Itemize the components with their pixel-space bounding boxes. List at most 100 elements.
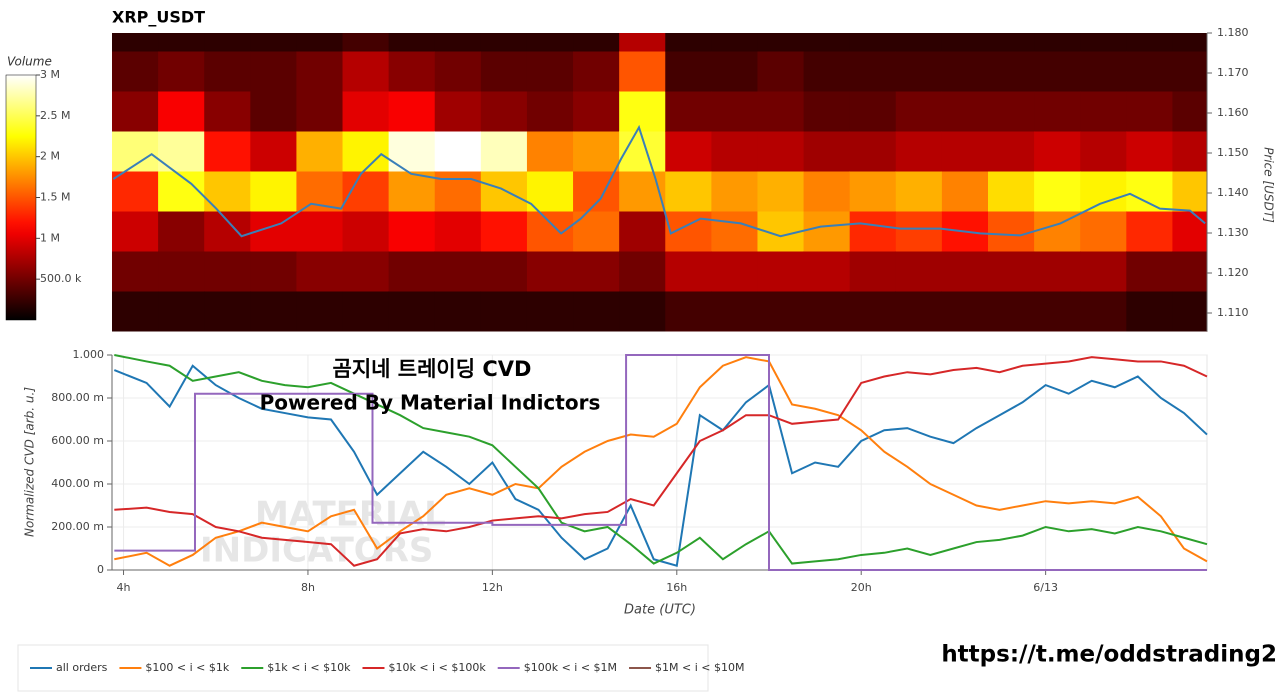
heatmap-cell	[895, 171, 943, 212]
heatmap-cell	[526, 33, 574, 52]
heatmap-cell	[757, 51, 805, 92]
heatmap-cell	[849, 131, 897, 172]
heatmap-cell	[388, 171, 436, 212]
y-tick-label: 1.110	[1217, 306, 1249, 319]
series-line	[114, 356, 1208, 567]
heatmap-cell	[895, 33, 943, 52]
annotation: Powered By Material Indictors	[260, 391, 601, 415]
heatmap-cell	[112, 171, 159, 212]
watermark: INDICATORS	[200, 531, 433, 571]
heatmap-cell	[296, 251, 344, 292]
heatmap-cell	[1172, 51, 1208, 92]
heatmap-cell	[619, 91, 666, 132]
colorbar-title: Volume	[7, 55, 52, 69]
colorbar-tick-label: 3 M	[40, 68, 60, 81]
heatmap-cell	[1080, 171, 1127, 212]
heatmap-cell	[112, 33, 159, 52]
legend-label: $100 < i < $1k	[145, 661, 229, 674]
heatmap-cell	[204, 291, 251, 332]
heatmap-cell	[158, 33, 205, 52]
heatmap-cell	[526, 251, 574, 292]
heatmap-cell	[342, 211, 390, 252]
heatmap-cell	[1126, 291, 1173, 332]
heatmap-cell	[1080, 131, 1127, 172]
heatmap-cell	[434, 51, 482, 92]
heatmap-cell	[434, 33, 482, 52]
heatmap-cell	[1034, 33, 1081, 52]
heatmap-cell	[619, 251, 666, 292]
heatmap-cell	[573, 91, 620, 132]
heatmap-cell	[112, 251, 159, 292]
heatmap-cell	[988, 91, 1035, 132]
heatmap-cell	[204, 251, 251, 292]
heatmap-cell	[665, 91, 712, 132]
heatmap-cell	[480, 91, 528, 132]
y-tick-label: 400.00 m	[51, 477, 104, 490]
heatmap-cell	[434, 251, 482, 292]
heatmap-cell	[388, 251, 436, 292]
heatmap-cell	[895, 91, 943, 132]
heatmap-cell	[1172, 131, 1208, 172]
heatmap-cell	[388, 291, 436, 332]
heatmap-cell	[665, 33, 712, 52]
footer-link: https://t.me/oddstrading2	[941, 642, 1277, 668]
x-tick-label: 6/13	[1033, 581, 1058, 594]
heatmap-cell	[388, 51, 436, 92]
heatmap-cell	[1034, 51, 1081, 92]
y-tick-label: 1.180	[1217, 26, 1249, 39]
heatmap-cell	[1126, 51, 1173, 92]
heatmap-cell	[480, 51, 528, 92]
heatmap-cell	[849, 91, 897, 132]
colorbar-tick-label: 2.5 M	[40, 109, 70, 122]
y-tick-label: 1.130	[1217, 226, 1249, 239]
legend-label: $10k < i < $100k	[388, 661, 486, 674]
heatmap-cell	[849, 211, 897, 252]
heatmap-cell	[204, 51, 251, 92]
heatmap-cell	[342, 251, 390, 292]
heatmap-cell	[895, 51, 943, 92]
series-line	[114, 356, 1208, 567]
heatmap-cell	[480, 211, 528, 252]
heatmap-cell	[711, 131, 758, 172]
y-tick-label: 600.00 m	[51, 434, 104, 447]
legend-label: $1k < i < $10k	[267, 661, 351, 674]
heatmap-cell	[1080, 91, 1127, 132]
heatmap-cell	[1126, 171, 1173, 212]
heatmap-cell	[158, 51, 205, 92]
heatmap-cell	[480, 251, 528, 292]
heatmap-cell	[665, 51, 712, 92]
heatmap-cell	[849, 171, 897, 212]
heatmap-cell	[1080, 33, 1127, 52]
x-tick-label: 16h	[666, 581, 687, 594]
heatmap-cell	[1034, 171, 1081, 212]
heatmap-cell	[296, 131, 344, 172]
series-line	[113, 364, 1208, 567]
heatmap-cell	[757, 33, 805, 52]
y-tick-label: 1.140	[1217, 186, 1249, 199]
heatmap-cell	[941, 51, 989, 92]
heatmap-cell	[250, 91, 297, 132]
heatmap-cell	[204, 131, 251, 172]
y-tick-label: 1.170	[1217, 66, 1249, 79]
x-tick-label: 20h	[851, 581, 872, 594]
heatmap-cell	[895, 251, 943, 292]
heatmap-cell	[342, 51, 390, 92]
heatmap-cell	[526, 91, 574, 132]
heatmap-cell	[573, 131, 620, 172]
heatmap-cell	[112, 291, 159, 332]
heatmap-cell	[803, 251, 851, 292]
legend-label: all orders	[56, 661, 108, 674]
heatmap-cell	[895, 131, 943, 172]
colorbar-tick-label: 500.0 k	[40, 272, 82, 285]
heatmap-cell	[573, 33, 620, 52]
heatmap-cell	[757, 171, 805, 212]
y-tick-label: 1.120	[1217, 266, 1249, 279]
heatmap-cell	[849, 33, 897, 52]
x-tick-label: 12h	[482, 581, 503, 594]
heatmap-cell	[1172, 251, 1208, 292]
heatmap-cell	[573, 251, 620, 292]
heatmap-cell	[434, 211, 482, 252]
heatmap-cell	[1034, 131, 1081, 172]
heatmap-cell	[434, 91, 482, 132]
heatmap-cell	[1126, 211, 1173, 252]
